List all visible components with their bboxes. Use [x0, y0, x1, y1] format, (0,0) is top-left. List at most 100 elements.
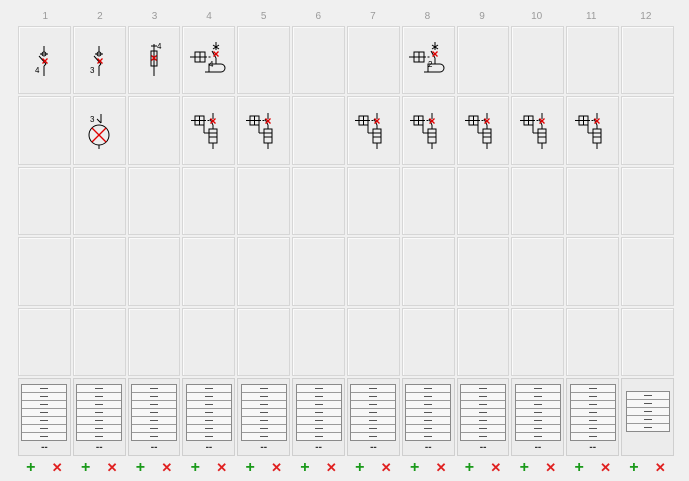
grid-cell[interactable]: 4 [127, 26, 181, 95]
add-button[interactable]: + [629, 459, 639, 476]
remove-button[interactable]: ✕ [271, 460, 282, 475]
relay-symbol-icon[interactable] [573, 111, 613, 151]
grid-cell[interactable] [127, 166, 181, 236]
add-button[interactable]: + [300, 459, 310, 476]
switch-symbol-icon[interactable]: 3 [79, 40, 119, 80]
add-button[interactable]: + [355, 459, 365, 476]
grid-cell[interactable] [72, 166, 126, 236]
grid-cell[interactable] [621, 166, 674, 236]
remove-button[interactable]: ✕ [325, 460, 337, 475]
relay-symbol-icon[interactable] [408, 111, 448, 151]
grid-cell[interactable] [401, 166, 455, 236]
grid-cell[interactable] [237, 26, 291, 95]
grid-cell[interactable] [237, 96, 291, 165]
remove-button[interactable]: ✕ [216, 460, 228, 475]
grid-cell[interactable] [456, 307, 510, 376]
grid-cell[interactable] [621, 96, 674, 165]
grid-cell[interactable] [18, 307, 71, 376]
relay-symbol-icon[interactable] [189, 111, 229, 151]
grid-cell[interactable] [292, 166, 345, 236]
grid-cell[interactable] [401, 237, 455, 306]
grid-cell[interactable] [292, 237, 345, 306]
grid-cell[interactable] [511, 96, 565, 165]
grid-cell[interactable] [621, 26, 674, 95]
grid-cell[interactable] [401, 307, 455, 376]
terminal-block[interactable] [621, 378, 674, 456]
grid-cell[interactable] [511, 307, 565, 376]
grid-cell[interactable] [127, 237, 181, 306]
contactor-symbol-icon[interactable]: 4 [189, 40, 229, 80]
grid-cell[interactable] [566, 166, 620, 236]
terminal-block[interactable]: -- [511, 378, 565, 456]
remove-button[interactable]: ✕ [161, 460, 173, 475]
grid-cell[interactable]: 4 [18, 26, 71, 95]
terminal-block[interactable]: -- [566, 378, 620, 456]
remove-button[interactable]: ✕ [51, 460, 63, 475]
remove-button[interactable]: ✕ [435, 460, 447, 475]
add-button[interactable]: + [135, 459, 146, 476]
grid-cell[interactable]: 3 [72, 26, 126, 95]
relay-symbol-icon[interactable] [463, 111, 503, 151]
grid-cell[interactable] [621, 237, 674, 306]
remove-button[interactable]: ✕ [600, 460, 611, 475]
relay-symbol-icon[interactable] [353, 111, 393, 151]
grid-cell[interactable] [182, 237, 236, 306]
grid-cell[interactable] [346, 26, 400, 95]
terminal-block[interactable]: -- [237, 378, 291, 456]
grid-cell[interactable]: 2 [401, 26, 455, 95]
grid-cell[interactable] [182, 166, 236, 236]
terminal-block[interactable]: -- [292, 378, 345, 456]
terminal-block[interactable]: -- [456, 378, 510, 456]
grid-cell[interactable] [511, 166, 565, 236]
remove-button[interactable]: ✕ [106, 460, 118, 475]
contactor-symbol-icon[interactable]: 2 [408, 40, 448, 80]
add-button[interactable]: + [464, 459, 475, 476]
grid-cell[interactable] [292, 26, 345, 95]
grid-cell[interactable] [456, 166, 510, 236]
add-button[interactable]: + [80, 459, 91, 476]
terminal-block[interactable]: -- [18, 378, 71, 456]
remove-button[interactable]: ✕ [545, 460, 557, 475]
grid-cell[interactable] [346, 96, 400, 165]
remove-button[interactable]: ✕ [380, 460, 392, 475]
switch-symbol-icon[interactable]: 4 [24, 40, 64, 80]
lamp-symbol-icon[interactable]: 3 [79, 111, 119, 151]
grid-cell[interactable] [456, 237, 510, 306]
grid-cell[interactable]: 4 [182, 26, 236, 95]
grid-cell[interactable] [511, 26, 565, 95]
grid-cell[interactable] [237, 307, 291, 376]
terminal-block[interactable]: -- [72, 378, 126, 456]
add-button[interactable]: + [409, 459, 420, 476]
fuse-symbol-icon[interactable]: 4 [134, 40, 174, 80]
grid-cell[interactable] [18, 166, 71, 236]
grid-cell[interactable] [346, 166, 400, 236]
grid-cell[interactable] [621, 307, 674, 376]
grid-cell[interactable] [566, 307, 620, 376]
grid-cell[interactable] [456, 96, 510, 165]
grid-cell[interactable] [511, 237, 565, 306]
grid-cell[interactable] [346, 237, 400, 306]
grid-cell[interactable] [182, 307, 236, 376]
grid-cell[interactable] [566, 26, 620, 95]
grid-cell[interactable] [237, 237, 291, 306]
grid-cell[interactable]: 3 [72, 96, 126, 165]
add-button[interactable]: + [26, 459, 36, 476]
grid-cell[interactable] [182, 96, 236, 165]
grid-cell[interactable] [127, 307, 181, 376]
terminal-block[interactable]: -- [127, 378, 181, 456]
terminal-block[interactable]: -- [401, 378, 455, 456]
grid-cell[interactable] [401, 96, 455, 165]
grid-cell[interactable] [18, 96, 71, 165]
grid-cell[interactable] [72, 237, 126, 306]
grid-cell[interactable] [127, 96, 181, 165]
add-button[interactable]: + [190, 459, 200, 476]
grid-cell[interactable] [566, 96, 620, 165]
grid-cell[interactable] [72, 307, 126, 376]
grid-cell[interactable] [18, 237, 71, 306]
add-button[interactable]: + [574, 459, 584, 476]
add-button[interactable]: + [519, 459, 529, 476]
grid-cell[interactable] [292, 307, 345, 376]
relay-symbol-icon[interactable] [518, 111, 558, 151]
grid-cell[interactable] [292, 96, 345, 165]
grid-cell[interactable] [237, 166, 291, 236]
